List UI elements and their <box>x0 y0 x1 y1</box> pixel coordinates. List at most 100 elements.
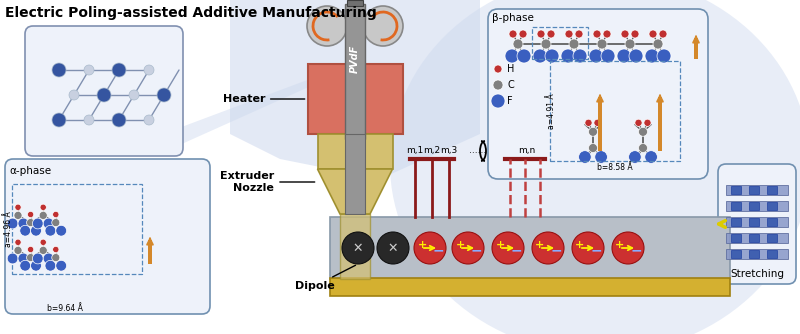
FancyBboxPatch shape <box>5 159 210 314</box>
Circle shape <box>519 30 527 38</box>
Bar <box>726 249 788 259</box>
Bar <box>731 218 741 226</box>
Circle shape <box>33 253 43 264</box>
Text: a=4.91 Å: a=4.91 Å <box>547 93 557 129</box>
Circle shape <box>129 90 139 100</box>
Text: a=4.96 Å: a=4.96 Å <box>3 211 13 247</box>
Bar <box>532 27 588 59</box>
Circle shape <box>414 232 446 264</box>
Circle shape <box>645 151 658 163</box>
Bar <box>550 61 680 161</box>
Circle shape <box>52 113 66 127</box>
Circle shape <box>569 39 579 49</box>
Bar <box>345 134 365 214</box>
Polygon shape <box>318 169 393 214</box>
Text: m,1: m,1 <box>406 146 424 155</box>
Text: −: − <box>630 243 642 257</box>
Circle shape <box>659 30 667 38</box>
Text: −: − <box>432 243 444 257</box>
Bar <box>598 97 602 151</box>
Ellipse shape <box>390 0 800 334</box>
Circle shape <box>645 49 659 63</box>
Bar <box>330 217 730 279</box>
Circle shape <box>589 127 598 136</box>
Bar <box>767 234 777 242</box>
Circle shape <box>589 144 598 153</box>
Text: −: − <box>470 243 482 257</box>
Circle shape <box>7 253 18 264</box>
Circle shape <box>589 49 603 63</box>
Text: PVdF: PVdF <box>350 45 360 73</box>
Circle shape <box>45 260 56 271</box>
Circle shape <box>84 115 94 125</box>
Circle shape <box>593 30 601 38</box>
Circle shape <box>377 232 409 264</box>
Circle shape <box>30 260 42 271</box>
Circle shape <box>575 30 583 38</box>
Circle shape <box>533 49 547 63</box>
Circle shape <box>52 63 66 77</box>
Bar <box>12 184 142 274</box>
Circle shape <box>20 260 30 271</box>
Bar <box>658 97 662 151</box>
Circle shape <box>644 119 651 126</box>
Circle shape <box>491 94 505 108</box>
Bar <box>726 233 788 243</box>
Circle shape <box>363 6 403 46</box>
Text: +: + <box>495 240 505 250</box>
Bar <box>749 234 759 242</box>
Text: Stretching: Stretching <box>730 269 784 279</box>
Text: H: H <box>507 64 514 74</box>
Circle shape <box>505 49 519 63</box>
Circle shape <box>307 6 347 46</box>
Circle shape <box>621 30 629 38</box>
Bar <box>767 218 777 226</box>
Circle shape <box>638 144 647 153</box>
Circle shape <box>112 63 126 77</box>
Circle shape <box>541 39 551 49</box>
Circle shape <box>40 204 46 210</box>
Bar <box>345 4 365 139</box>
Bar <box>731 234 741 242</box>
Circle shape <box>532 232 564 264</box>
Circle shape <box>493 80 503 90</box>
Circle shape <box>20 225 30 236</box>
Circle shape <box>69 90 79 100</box>
Circle shape <box>635 119 642 126</box>
Circle shape <box>30 225 42 236</box>
Circle shape <box>112 113 126 127</box>
Circle shape <box>657 49 671 63</box>
Circle shape <box>15 204 21 210</box>
Circle shape <box>513 39 523 49</box>
Text: ✕: ✕ <box>388 241 398 255</box>
Circle shape <box>612 232 644 264</box>
Circle shape <box>14 246 22 255</box>
Text: +: + <box>575 240 585 250</box>
Bar <box>726 185 788 195</box>
Circle shape <box>561 49 575 63</box>
Circle shape <box>629 151 641 163</box>
Circle shape <box>653 39 663 49</box>
Polygon shape <box>104 64 360 156</box>
Bar <box>694 38 698 59</box>
Text: −: − <box>590 243 602 257</box>
Circle shape <box>144 115 154 125</box>
Circle shape <box>565 30 573 38</box>
Circle shape <box>629 49 643 63</box>
Polygon shape <box>230 0 480 179</box>
Bar <box>148 240 152 264</box>
Circle shape <box>492 232 524 264</box>
Bar <box>726 201 788 211</box>
FancyBboxPatch shape <box>718 164 796 284</box>
Circle shape <box>585 119 592 126</box>
Bar <box>330 278 730 296</box>
Text: +: + <box>418 240 426 250</box>
Text: m,2: m,2 <box>423 146 441 155</box>
Bar <box>347 0 363 6</box>
Text: β-phase: β-phase <box>492 13 534 23</box>
Bar <box>749 202 759 210</box>
Text: +: + <box>455 240 465 250</box>
FancyBboxPatch shape <box>488 9 708 179</box>
Circle shape <box>573 49 587 63</box>
Circle shape <box>578 151 591 163</box>
